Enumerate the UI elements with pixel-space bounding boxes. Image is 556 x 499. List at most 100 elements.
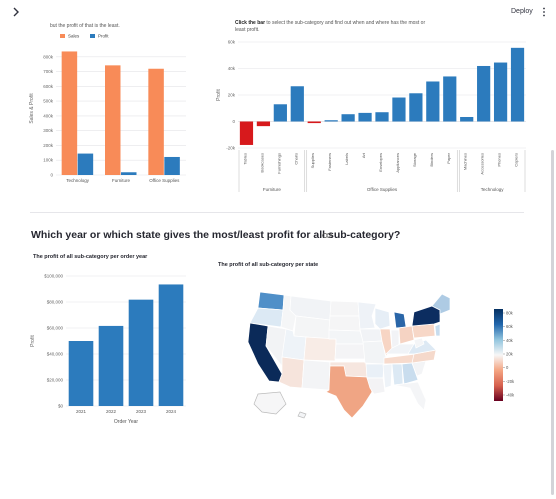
caption-bold: Click the bar [235,20,266,26]
bar-labels[interactable] [341,114,355,122]
state-south-dakota[interactable] [328,315,361,332]
state-ohio[interactable] [398,325,415,345]
state-louisiana[interactable] [366,377,386,395]
bar-machines[interactable] [460,116,474,122]
state-mississippi[interactable] [382,363,393,389]
legend-swatch [60,34,65,38]
state-west-virginia[interactable] [413,337,425,349]
state-kentucky[interactable] [385,343,415,355]
state-minnesota[interactable] [357,301,377,330]
state-pennsylvania[interactable] [411,323,436,339]
bar-art[interactable] [358,112,372,122]
year-chart-title: The profit of all sub-category per order… [33,254,148,260]
state-iowa[interactable] [359,328,383,343]
x-tick-label: Binders [429,153,434,167]
bar-tables[interactable] [239,121,254,145]
state-georgia[interactable] [401,362,419,385]
section-divider [30,212,524,213]
x-tick-label: Envelopes [378,153,383,172]
state-new-england[interactable] [431,293,451,315]
y-tick-label: 100k [43,158,54,163]
state-florida[interactable] [393,381,427,411]
state-new-mexico[interactable] [301,359,331,391]
state-kansas[interactable] [334,343,366,360]
state-hawaii[interactable] [297,411,307,419]
state-alabama[interactable] [391,363,404,386]
bar-year-2022[interactable] [98,325,124,406]
main-menu-icon[interactable] [540,6,548,18]
x-tick-label: Phones [497,153,502,167]
state-virginia[interactable] [407,339,437,355]
y-tick-label: 60k [228,40,236,45]
y-tick-label: 800k [43,54,54,59]
x-tick-label: Labels [344,153,349,165]
y-axis-label: Sales & Profit [29,93,35,124]
bar-year-2024[interactable] [158,284,184,406]
colorbar-tick-label: 60k [506,324,514,329]
anchor-link-icon[interactable] [322,232,332,239]
state-alaska[interactable] [253,391,287,415]
bar-phones[interactable] [493,62,508,122]
group-label: Technology [481,187,505,192]
subcategory-profit-chart[interactable]: -20k 0 20k 40k 60k Profit Tables Bookcases Furni… [210,36,535,196]
state-arizona[interactable] [278,356,305,389]
page-scrollbar[interactable] [551,150,554,495]
x-tick-label: Appliances [395,153,400,173]
y-tick-label: $20,000 [47,378,64,383]
bar-supplies[interactable] [307,121,321,124]
bar-bookcases[interactable] [256,121,271,127]
x-tick-label: Paper [446,152,451,163]
x-axis-label: Order Year [114,419,139,425]
bar-appliances[interactable] [392,97,406,122]
state-missouri[interactable] [362,340,387,365]
state-new-jersey[interactable] [434,323,441,337]
state-north-dakota[interactable] [329,300,360,317]
x-tick-label: Accessories [480,153,485,175]
state-new-york[interactable] [411,305,441,327]
x-tick-label: Fasteners [327,153,332,171]
sales-profit-chart[interactable]: 0 100k 200k 300k 400k 500k 600k 700k 800k Sales &… [26,30,196,190]
x-tick-label: Bookcases [259,153,264,173]
bar-fasteners[interactable] [324,120,338,122]
bar-sales-furniture[interactable] [105,65,121,175]
state-washington[interactable] [257,291,285,311]
sidebar-expand-icon[interactable] [10,6,22,18]
bar-binders[interactable] [426,81,440,122]
bar-chairs[interactable] [290,86,304,122]
state-wyoming[interactable] [293,315,331,340]
bar-envelopes[interactable] [375,112,389,122]
bar-furnishings[interactable] [273,104,287,122]
state-tennessee[interactable] [383,353,417,365]
x-tick-label: Machines [463,153,468,170]
profit-per-year-chart[interactable]: $0 $20,000 $40,000 $60,000 $80,000 $100,000 Pr… [26,262,196,430]
bar-copiers[interactable] [510,47,525,122]
bar-profit-technology[interactable] [77,153,94,175]
group-label: Office Supplies [367,187,398,192]
app-header: Deploy [0,0,556,26]
bar-profit-office-supplies[interactable] [164,156,180,175]
bar-year-2021[interactable] [68,341,94,406]
colorbar-gradient[interactable] [494,309,503,401]
y-tick-label: -20k [226,146,236,151]
state-michigan[interactable] [393,311,407,329]
state-texas[interactable] [325,365,373,419]
bar-storage[interactable] [409,93,423,122]
state-arkansas[interactable] [365,363,385,379]
legend-label: Profit [98,34,109,39]
bar-accessories[interactable] [477,65,491,122]
state-wisconsin[interactable] [374,307,391,330]
bar-year-2023[interactable] [128,299,154,406]
y-tick-label: $80,000 [47,300,64,305]
y-tick-label: $60,000 [47,326,64,331]
deploy-button[interactable]: Deploy [511,8,533,15]
y-tick-label: 600k [43,84,54,89]
colorbar-tick-label: 40k [506,338,514,343]
x-tick-label: Art [361,152,366,158]
bar-paper[interactable] [443,76,457,122]
bar-sales-technology[interactable] [61,51,78,175]
us-profit-choropleth-map[interactable] [236,284,468,424]
x-tick-label: 2024 [166,409,177,414]
state-colorado[interactable] [303,336,337,362]
bar-profit-furniture[interactable] [121,172,137,175]
bar-sales-office-supplies[interactable] [148,68,164,175]
